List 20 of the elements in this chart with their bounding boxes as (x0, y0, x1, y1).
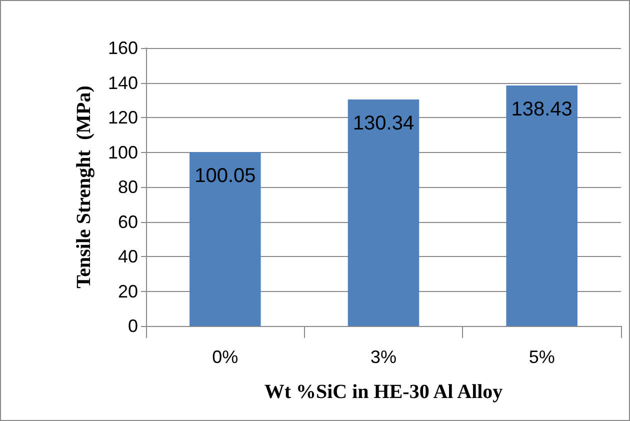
data-label: 138.43 (511, 98, 572, 120)
y-tick-label: 100 (108, 142, 138, 162)
bar (190, 152, 261, 326)
y-tick-label: 160 (108, 38, 138, 58)
bar (506, 85, 578, 326)
y-tick-label: 40 (118, 246, 138, 266)
x-tick-label: 0% (212, 347, 238, 367)
bar (348, 100, 420, 326)
y-tick-label: 120 (108, 108, 138, 128)
y-tick-label: 20 (118, 281, 138, 302)
y-tick-label: 60 (118, 212, 138, 232)
x-tick-label: 3% (370, 347, 397, 367)
y-tick-label: 80 (118, 177, 138, 197)
x-axis-title: Wt %SiC in HE-30 Al Alloy (264, 381, 503, 403)
y-axis-title: Tensile Strenght (MPa) (73, 86, 95, 288)
data-label: 130.34 (352, 112, 414, 135)
y-tick-label: 0 (128, 316, 138, 336)
data-label: 100.05 (194, 165, 256, 188)
x-tick-label: 5% (528, 347, 555, 367)
y-tick-label: 140 (108, 72, 138, 93)
